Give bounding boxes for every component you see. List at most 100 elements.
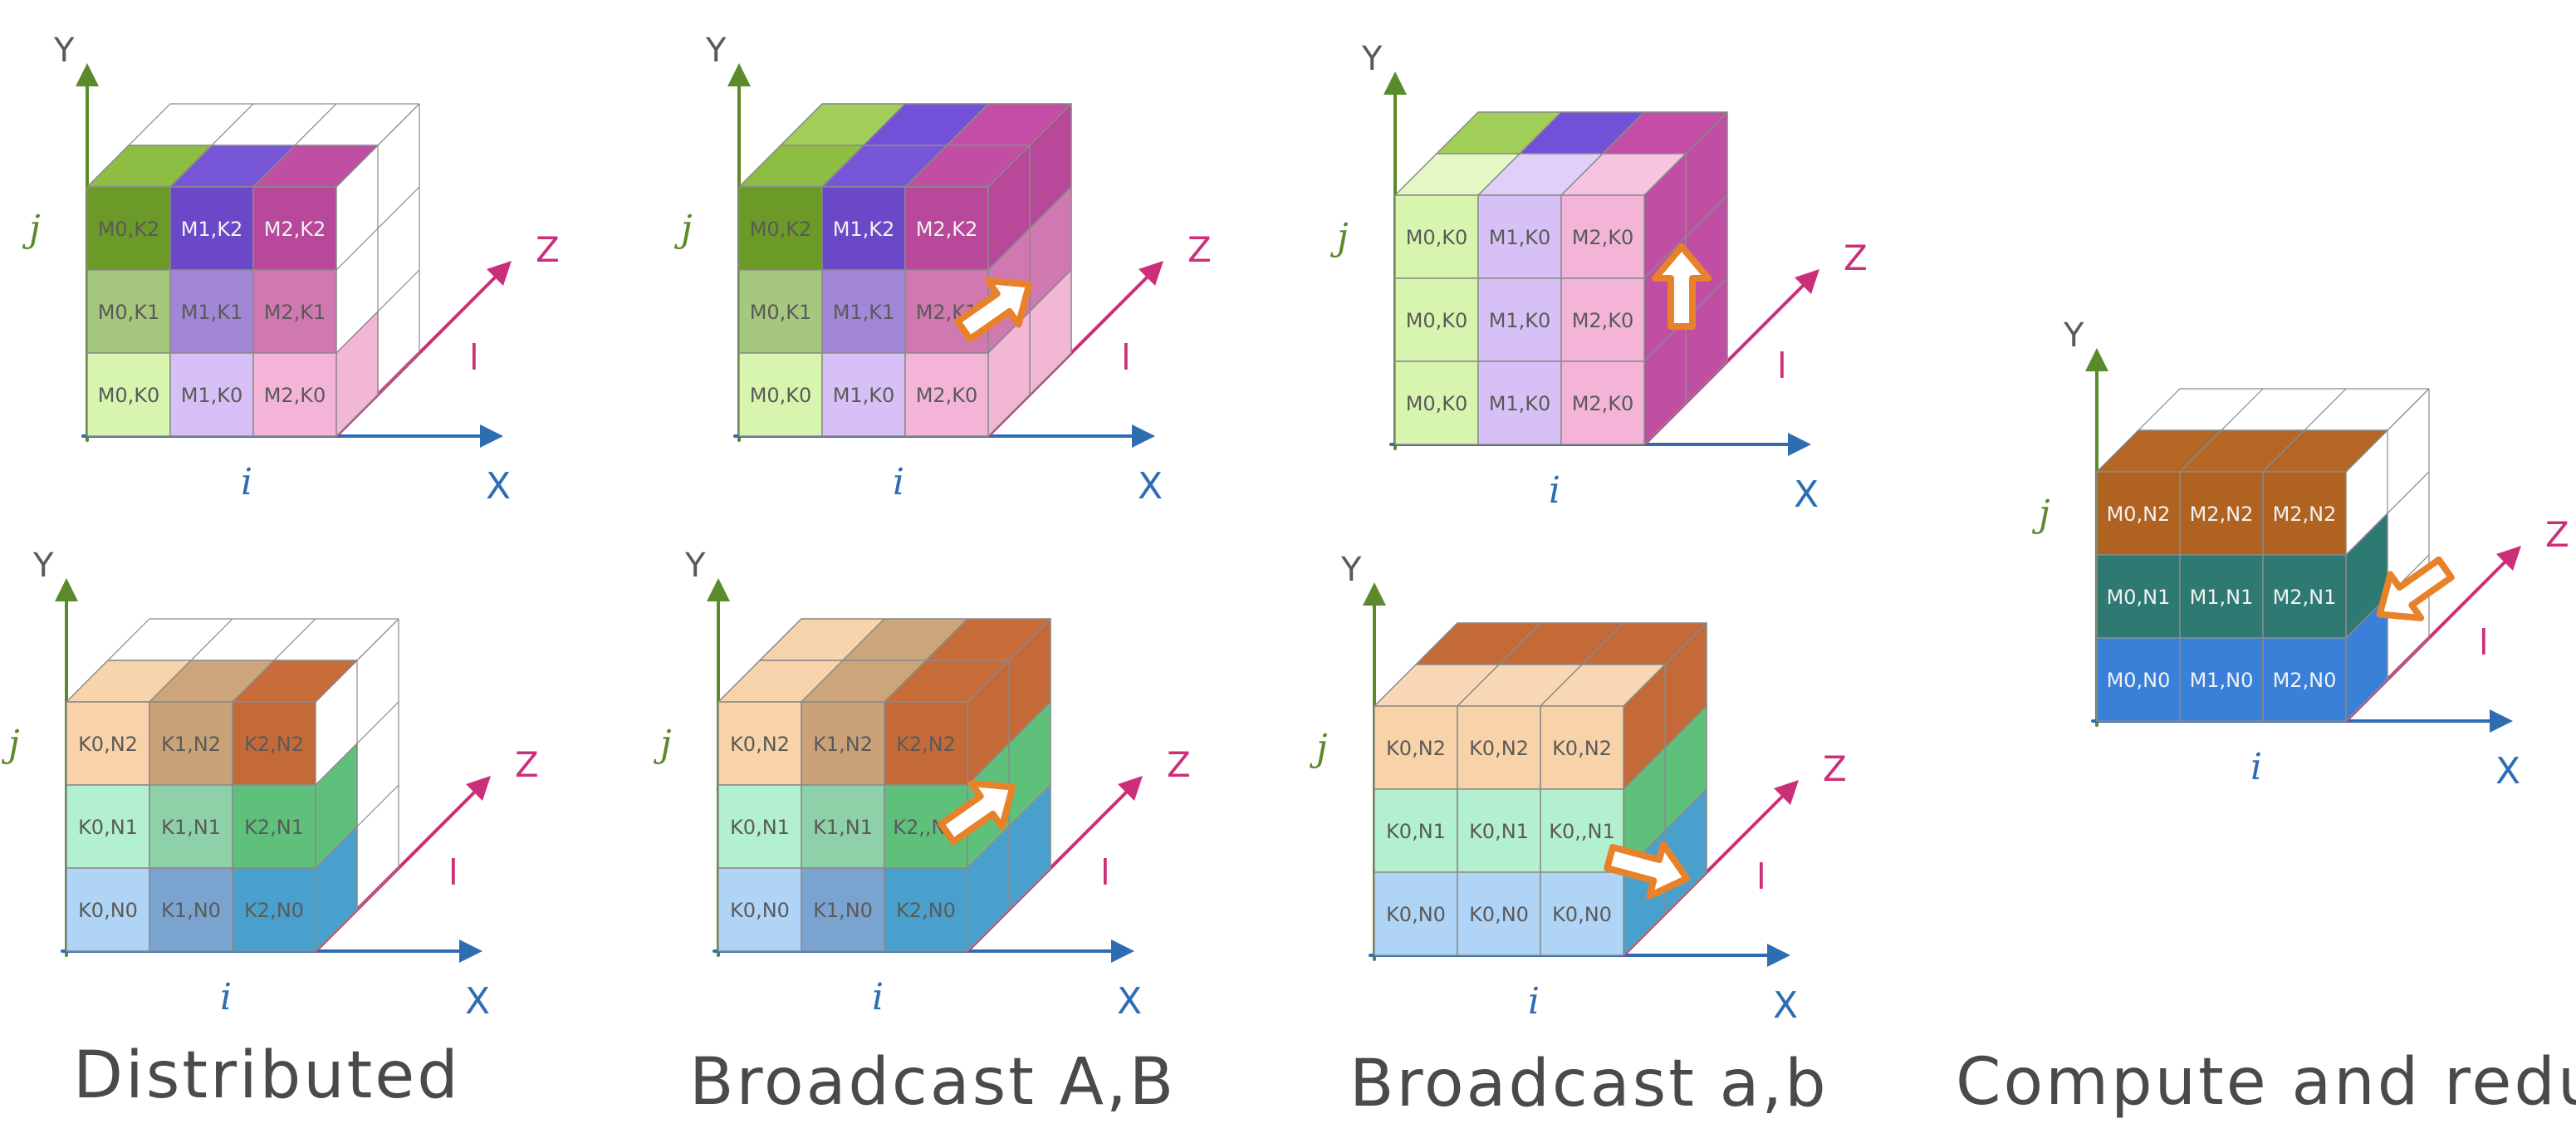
- bcast-bottom-cell: [884, 867, 968, 952]
- dist-top-cell: [169, 352, 254, 437]
- dist-top-cell-label: M0,K2: [98, 218, 160, 241]
- caption-broadcast-ab-upper: Broadcast A,B: [689, 1045, 1177, 1120]
- bcast-bottom-cell-label: K0,N2: [730, 733, 790, 756]
- bcast-bottom-cell-label: K1,N1: [813, 816, 873, 839]
- reduce-cell: [2262, 554, 2347, 639]
- bcast-top-k0-cell-label: M0,K0: [1406, 392, 1468, 415]
- bcast-top-cell: [821, 352, 906, 437]
- dist-bottom-cell: [149, 784, 233, 869]
- dist-top-label-x: X: [486, 465, 511, 508]
- reduce-cell-label: M0,N0: [2107, 669, 2171, 692]
- bcast-top-cell: [738, 186, 823, 271]
- bcast-top-broadcast-arrow-icon: [954, 277, 1033, 343]
- bcast-bottom-cell: [884, 701, 968, 786]
- bcast-bottom-label-i: i: [872, 976, 884, 1018]
- dist-bottom-z-axis-arrowhead: [466, 776, 491, 801]
- bcast-top-label-x: X: [1138, 465, 1163, 508]
- dist-top-label-z: Z: [536, 229, 560, 270]
- dist-top-cell: [252, 269, 337, 354]
- bcast-bottom-broadcast-arrow-icon: [938, 780, 1016, 846]
- dist-top-label-y: Y: [53, 32, 75, 70]
- reduce-label-x: X: [2495, 750, 2520, 792]
- reduce-label-z: Z: [2545, 514, 2569, 555]
- bcast-bottom-k0-label-i: i: [1528, 980, 1540, 1023]
- bcast-bottom-k0-z-axis-arrowhead: [1774, 780, 1799, 805]
- dist-bottom-y-axis-arrowhead: [55, 578, 78, 601]
- reduce-y-axis-arrowhead: [2085, 348, 2108, 371]
- bcast-top-cell: [904, 186, 989, 271]
- dist-top-cell: [252, 352, 337, 437]
- reduce-cell: [2096, 471, 2181, 556]
- reduce-cell-label: M2,N1: [2273, 586, 2337, 609]
- bcast-top-k0-cell-label: M2,K0: [1572, 226, 1634, 249]
- bcast-bottom-k0-cell-label: K0,N1: [1469, 820, 1529, 843]
- dist-top-cell-label: M1,K1: [181, 301, 243, 324]
- bcast-top-cell-label: M2,K2: [916, 218, 978, 241]
- bcast-bottom-cell: [717, 867, 802, 952]
- bcast-bottom-cell: [801, 784, 885, 869]
- dist-top-label-j: j: [22, 208, 41, 250]
- dist-bottom-label-l: l: [448, 852, 458, 893]
- bcast-top-cell: [738, 352, 823, 437]
- dist-bottom-cell-label: K2,N2: [244, 733, 304, 756]
- bcast-top-cell: [821, 186, 906, 271]
- bcast-bottom-k0-cell-label: K0,N2: [1552, 737, 1612, 760]
- dist-top-cell-label: M1,K0: [181, 384, 243, 407]
- reduce-z-axis-arrowhead: [2496, 546, 2521, 571]
- reduce-cell: [2262, 637, 2347, 722]
- caption-distributed: Distributed: [73, 1038, 461, 1113]
- reduce-cell-label: M2,N0: [2273, 669, 2337, 692]
- dist-top-cell-label: M0,K0: [98, 384, 160, 407]
- bcast-bottom-k0-cell-label: K0,N2: [1469, 737, 1529, 760]
- bcast-top-label-z: Z: [1188, 229, 1212, 270]
- dist-top-z-axis-arrowhead: [487, 261, 512, 286]
- bcast-top-k0-cell-label: M1,K0: [1489, 309, 1551, 332]
- bcast-bottom-cell: [717, 701, 802, 786]
- dist-bottom-label-x: X: [465, 980, 490, 1023]
- dist-top-x-axis-arrowhead: [480, 424, 503, 448]
- dist-top-cell-label: M2,K0: [264, 384, 326, 407]
- caption-broadcast-ab-lower: Broadcast a,b: [1349, 1047, 1829, 1121]
- bcast-top-k0-arrow-shape: [1652, 243, 1712, 330]
- bcast-top-cell-label: M0,K1: [750, 301, 812, 324]
- bcast-bottom-k0-x-axis-arrowhead: [1767, 944, 1790, 967]
- dist-top-label-l: l: [469, 337, 479, 378]
- bcast-bottom-y-axis-arrowhead: [707, 578, 730, 601]
- dist-bottom-cell: [149, 867, 233, 952]
- dist-top-cell-label: M2,K2: [264, 218, 326, 241]
- bcast-top-k0-label-i: i: [1549, 469, 1560, 512]
- bcast-top-k0-cell-label: M0,K0: [1406, 309, 1468, 332]
- dist-top-cell-label: M0,K1: [98, 301, 160, 324]
- dist-bottom-cell-label: K0,N1: [78, 816, 138, 839]
- bcast-bottom-k0-cell: [1540, 705, 1624, 790]
- dist-top-cell-label: M2,K1: [264, 301, 326, 324]
- bcast-top-y-axis-arrowhead: [727, 63, 751, 86]
- dist-bottom-cell: [232, 867, 316, 952]
- bcast-bottom-k0-cell: [1457, 788, 1541, 873]
- bcast-bottom-label-z: Z: [1167, 744, 1191, 785]
- bcast-top-k0-x-axis-arrowhead: [1788, 433, 1811, 456]
- dist-bottom-cell: [66, 784, 150, 869]
- dist-bottom-label-y: Y: [32, 547, 54, 585]
- bcast-bottom-cell-label: K0,N0: [730, 899, 790, 922]
- dist-top-cell: [86, 352, 171, 437]
- bcast-top-k0-cell-label: M0,K0: [1406, 226, 1468, 249]
- bcast-top-k0-label-y: Y: [1361, 40, 1383, 78]
- dist-bottom-cell-label: K2,N0: [244, 899, 304, 922]
- bcast-bottom-k0-broadcast-arrow-icon: [1604, 841, 1691, 900]
- reduce-cell-label: M1,N1: [2190, 586, 2254, 609]
- reduce-label-j: j: [2031, 493, 2050, 535]
- reduce-cell-label: M2,N2: [2273, 503, 2337, 526]
- bcast-bottom-k0-label-l: l: [1756, 856, 1766, 897]
- bcast-bottom-k0-label-z: Z: [1823, 748, 1847, 789]
- bcast-bottom-k0-cell-label: K0,N1: [1386, 820, 1446, 843]
- dist-top-label-i: i: [241, 461, 252, 503]
- dist-top-y-axis-arrowhead: [76, 63, 99, 86]
- dist-bottom-cell-label: K1,N1: [161, 816, 221, 839]
- dist-top-cell: [86, 269, 171, 354]
- bcast-top-cell-label: M2,K0: [916, 384, 978, 407]
- bcast-bottom-k0-label-j: j: [1309, 727, 1328, 769]
- reduce-label-y: Y: [2063, 316, 2084, 355]
- dist-bottom-cell-label: K1,N2: [161, 733, 221, 756]
- bcast-bottom-k0-label-x: X: [1773, 984, 1798, 1027]
